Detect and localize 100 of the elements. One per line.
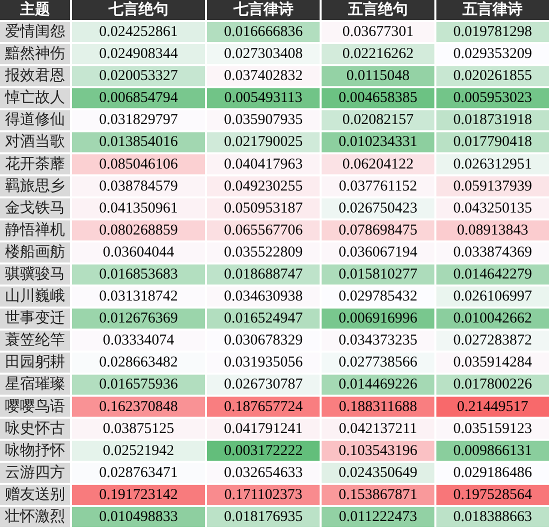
data-label: 0.049230255 (224, 178, 303, 194)
data-label: 0.011222473 (338, 508, 418, 525)
data-label: 0.014469226 (338, 376, 418, 393)
data-label: 0.078698475 (338, 222, 418, 238)
data-label: 0.006854794 (99, 90, 178, 106)
y-tick-label: 报效君恩 (4, 67, 65, 84)
data-label: 0.020053327 (99, 68, 178, 84)
data-label: 0.005493113 (224, 90, 302, 106)
x-tick-label: 五言律诗 (462, 0, 523, 18)
data-label: 0.028663482 (99, 354, 178, 371)
x-tick-label: 七言律诗 (232, 0, 294, 18)
data-label: 0.019781298 (453, 24, 532, 40)
data-label: 0.034373235 (338, 332, 418, 349)
y-tick-label: 悼亡故人 (4, 89, 65, 106)
data-label: 0.02521942 (102, 442, 174, 459)
data-label: 0.017800226 (453, 376, 533, 393)
y-tick-label: 咏史怀古 (5, 420, 65, 437)
data-label: 0.03875125 (102, 420, 174, 437)
data-label: 0.016666836 (224, 24, 304, 40)
data-label: 0.016524947 (224, 310, 304, 327)
data-label: 0.036067194 (338, 244, 418, 260)
data-label: 0.21449517 (457, 398, 529, 415)
y-tick-label: 楼船画舫 (5, 243, 65, 260)
data-label: 0.018176935 (224, 508, 303, 525)
data-label: 0.03677301 (342, 24, 414, 40)
data-label: 0.026750423 (338, 200, 418, 216)
data-label: 0.065567706 (224, 222, 304, 238)
data-label: 0.041350961 (99, 200, 178, 216)
y-tick-label: 黯然神伤 (4, 45, 65, 62)
y-tick-label: 对酒当歌 (5, 133, 65, 150)
data-label: 0.010498833 (99, 508, 178, 525)
data-label: 0.010042662 (453, 310, 532, 327)
data-label: 0.024908344 (99, 46, 178, 62)
y-tick-label: 骐骥骏马 (5, 266, 65, 282)
data-label: 0.014642279 (453, 266, 532, 282)
data-label: 0.059137939 (453, 178, 532, 194)
x-tick-label: 七言绝句 (108, 0, 168, 18)
data-label: 0.188311688 (338, 398, 418, 415)
data-label: 0.187657724 (224, 398, 304, 415)
data-label: 0.03604044 (102, 244, 175, 260)
y-tick-label: 静悟禅机 (5, 221, 65, 238)
data-label: 0.02216262 (342, 46, 414, 62)
data-label: 0.027738566 (338, 354, 418, 371)
y-tick-label: 山川巍峨 (5, 288, 65, 305)
data-label: 0.080268859 (99, 222, 178, 238)
data-label: 0.012676369 (99, 310, 178, 327)
data-label: 0.027283872 (453, 332, 532, 349)
data-label: 0.162370848 (99, 398, 178, 415)
data-label: 0.033874369 (453, 244, 532, 260)
y-tick-label: 羁旅思乡 (5, 177, 65, 194)
data-label: 0.171102373 (224, 486, 302, 503)
data-label: 0.016853683 (99, 266, 178, 282)
data-label: 0.037761152 (338, 178, 418, 194)
data-label: 0.017790418 (453, 134, 532, 150)
data-label: 0.029353209 (453, 46, 532, 62)
data-label: 0.02082157 (342, 112, 414, 128)
data-label: 0.020261855 (453, 68, 532, 84)
data-label: 0.021790025 (224, 134, 303, 150)
data-label: 0.038784579 (99, 178, 178, 194)
y-tick-label: 蓑笠纶竿 (5, 332, 65, 349)
data-label: 0.027303408 (224, 46, 303, 62)
y-tick-label: 壮怀激烈 (4, 508, 65, 525)
data-label: 0.042137211 (338, 420, 418, 437)
data-label: 0.034630938 (224, 288, 303, 305)
data-label: 0.029186486 (453, 464, 533, 481)
data-label: 0.035907935 (224, 112, 303, 128)
data-label: 0.026106997 (453, 288, 533, 305)
data-label: 0.085046106 (99, 156, 178, 172)
data-label: 0.026730787 (224, 376, 304, 393)
data-label: 0.018688747 (224, 266, 304, 282)
data-label: 0.031318742 (99, 288, 178, 305)
data-label: 0.003172222 (224, 442, 303, 459)
data-label: 0.029785432 (338, 288, 418, 305)
y-tick-label: 爱情闺怨 (5, 23, 65, 40)
data-label: 0.08913843 (457, 222, 528, 238)
y-tick-label: 嘤嘤鸟语 (5, 398, 65, 415)
data-label: 0.030678329 (224, 332, 303, 349)
y-tick-label: 花开荼蘼 (5, 155, 65, 172)
data-label: 0.024350649 (338, 464, 418, 481)
y-tick-label: 星宿璀璨 (5, 376, 65, 393)
data-label: 0.037402832 (224, 68, 303, 84)
data-label: 0.009866131 (453, 442, 532, 459)
data-label: 0.197528564 (453, 486, 533, 503)
data-label: 0.103543196 (338, 442, 418, 459)
data-label: 0.0115048 (346, 68, 410, 84)
data-label: 0.015810277 (338, 266, 418, 282)
data-label: 0.004658385 (338, 90, 418, 106)
data-label: 0.032654633 (224, 464, 303, 481)
data-label: 0.153867871 (338, 486, 418, 503)
data-label: 0.018731918 (453, 112, 532, 128)
y-tick-label: 金戈铁马 (5, 199, 65, 216)
data-label: 0.031935056 (224, 354, 304, 371)
y-tick-label: 赠友送别 (5, 486, 65, 503)
data-label: 0.028763471 (99, 464, 178, 481)
data-label: 0.013854016 (99, 134, 178, 150)
data-label: 0.06204122 (342, 156, 414, 172)
y-tick-label: 云游四方 (5, 464, 65, 481)
data-label: 0.016575936 (99, 376, 178, 393)
data-label: 0.035914284 (453, 354, 533, 371)
y-axis-title: 主题 (19, 0, 50, 18)
